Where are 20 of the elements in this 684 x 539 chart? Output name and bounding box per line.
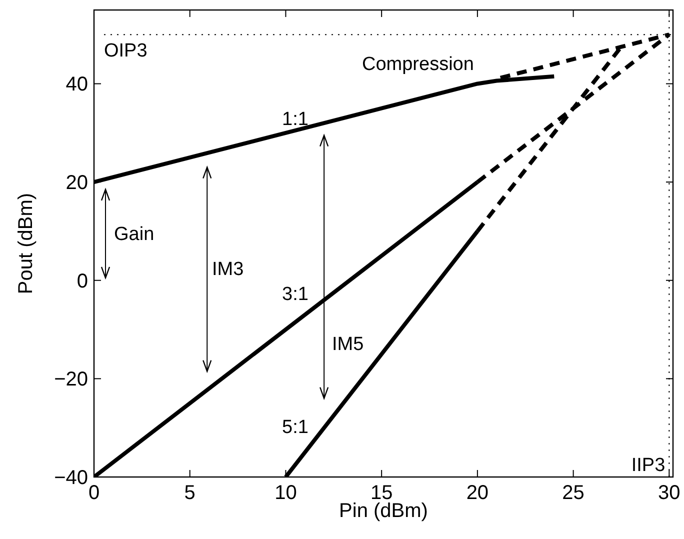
x-tick-label: 30 <box>658 482 680 504</box>
annotation: IM5 <box>332 334 364 355</box>
y-tick-label: 20 <box>66 172 88 194</box>
x-tick-label: 10 <box>274 482 297 504</box>
y-tick-label: −40 <box>54 467 88 489</box>
y-tick-label: 0 <box>76 270 88 292</box>
annotation: 1:1 <box>282 109 308 130</box>
annotation: Compression <box>362 54 474 75</box>
x-tick-label: 25 <box>562 482 584 504</box>
ref-line-label: OIP3 <box>104 40 148 62</box>
x-tick-label: 20 <box>466 482 489 504</box>
annotation: 5:1 <box>282 417 308 438</box>
annotation: IM3 <box>212 259 244 280</box>
y-tick-label: 40 <box>66 74 88 96</box>
annotation: Gain <box>114 224 154 245</box>
y-axis-title: Pout (dBm) <box>15 192 37 294</box>
x-tick-label: 5 <box>184 482 196 504</box>
ref-line-label: IIP3 <box>631 455 666 476</box>
annotation: 3:1 <box>282 284 308 305</box>
y-tick-label: −20 <box>54 368 88 391</box>
